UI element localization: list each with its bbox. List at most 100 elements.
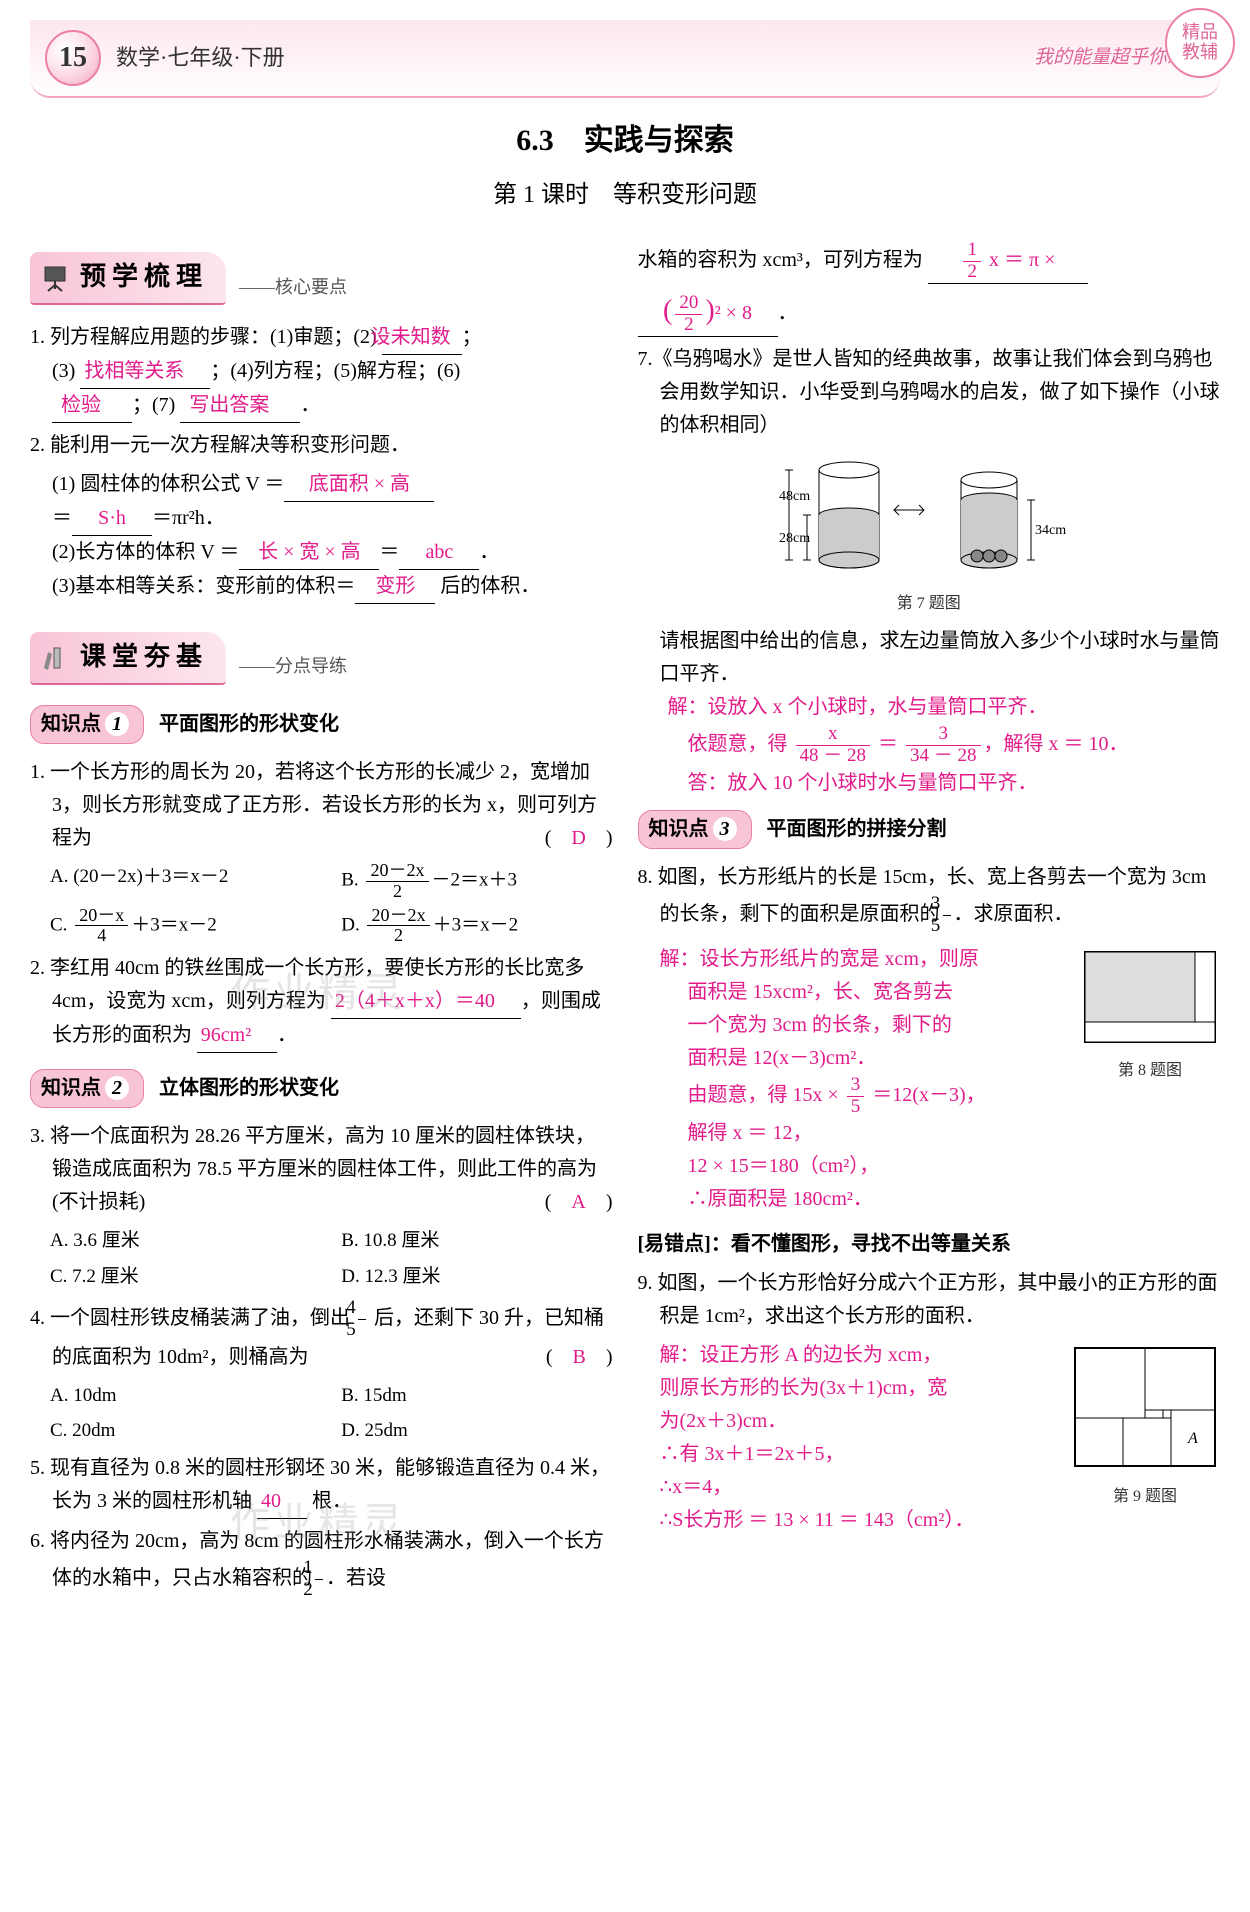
- section-banner-preview: 预学梳理 ——核心要点: [30, 240, 613, 315]
- badge-line2: 教辅: [1182, 43, 1218, 63]
- q1-optC: C. 20－x4＋3＝x－2: [50, 906, 321, 947]
- q3-answer-paren: ( A ): [567, 1186, 613, 1219]
- page-number-badge: 15: [45, 30, 101, 86]
- q3-optA: A. 3.6 厘米: [50, 1225, 321, 1256]
- q4-answer: B: [572, 1346, 585, 1368]
- page-root: 精品 教辅 15 数学·七年级·下册 我的能量超乎你想象 6.3 实践与探索 第…: [0, 0, 1250, 1637]
- top-right-badge: 精品 教辅: [1165, 8, 1235, 78]
- kp-label: 知识点: [41, 713, 101, 735]
- q4-optB: B. 15dm: [341, 1380, 612, 1411]
- text: ，解得 x ＝ 10．: [984, 733, 1129, 755]
- six-square-diagram-icon: A: [1070, 1343, 1220, 1473]
- q9: 9. 如图，一个长方形恰好分成六个正方形，其中最小的正方形的面积是 1cm²，求…: [638, 1267, 1221, 1333]
- text: (2)长方体的体积 V ＝: [52, 541, 239, 563]
- q1-optB: B. 20－2x2－2＝x＋3: [341, 861, 612, 902]
- den: 5: [943, 916, 951, 937]
- text: 后的体积．: [435, 575, 540, 597]
- num: 1: [315, 1558, 323, 1580]
- text: C.: [50, 914, 72, 935]
- num: 1: [963, 240, 981, 262]
- pencil-ruler-icon: [38, 640, 72, 674]
- q1: 1. 一个长方形的周长为 20，若将这个长方形的长减少 2，宽增加 3，则长方形…: [30, 756, 613, 855]
- fig8-caption: 第 8 题图: [1080, 1058, 1220, 1084]
- text: ；(7): [132, 394, 180, 416]
- chapter-title: 6.3 实践与探索: [30, 116, 1220, 166]
- answer-blank: 写出答案: [180, 389, 300, 423]
- den: 34 － 28: [906, 746, 981, 767]
- q6-ans: 12 x ＝ π ×: [928, 240, 1088, 284]
- svg-text:28cm: 28cm: [779, 531, 810, 546]
- row: ＝S·h＝πr²h．: [52, 502, 613, 536]
- q4: 4. 一个圆柱形铁皮桶装满了油，倒出 45 后，还剩下 30 升，已知桶的底面积…: [30, 1298, 613, 1374]
- q7-sol1: 解：设放入 x 个小球时，水与量筒口平齐．: [646, 691, 1221, 724]
- q1-answer: D: [571, 827, 585, 849]
- den: 5: [358, 1320, 366, 1341]
- kp3-title: 平面图形的拼接分割: [767, 818, 947, 840]
- q6b: ．若设: [326, 1567, 386, 1589]
- answer-blank: S·h: [72, 502, 152, 536]
- text: ＝12(x－3)，: [867, 1084, 985, 1106]
- q3-text: 3. 将一个底面积为 28.26 平方厘米，高为 10 厘米的圆柱体铁块，锻造成…: [30, 1125, 597, 1213]
- den: 48 － 28: [796, 746, 871, 767]
- error-point-label: [易错点]：看不懂图形，寻找不出等量关系: [638, 1228, 1221, 1261]
- svg-text:48cm: 48cm: [779, 489, 810, 504]
- q7b: 请根据图中给出的信息，求左边量筒放入多少个小球时水与量筒口平齐．: [638, 625, 1221, 691]
- text: 由题意，得 15x ×: [688, 1084, 844, 1106]
- q6: 6. 将内径为 20cm，高为 8cm 的圆柱形水桶装满水，倒入一个长方体的水箱…: [30, 1525, 613, 1601]
- text: ＝πr²h．: [152, 507, 225, 529]
- num: 20－2x: [366, 861, 428, 882]
- den: 2: [675, 315, 702, 336]
- fig7-caption: 第 7 题图: [638, 591, 1221, 617]
- text: 1. 列方程解应用题的步骤：(1)审题；(2): [30, 326, 382, 348]
- q1-answer-paren: ( D ): [567, 822, 613, 855]
- num: 20: [675, 293, 702, 315]
- q8-sol8: ∴原面积是 180cm²．: [638, 1183, 1221, 1216]
- q8-sol7: 12 × 15＝180（cm²），: [638, 1150, 1221, 1183]
- answer-blank: abc: [399, 536, 479, 570]
- text: ＝: [873, 733, 903, 755]
- q2: 2. 李红用 40cm 的铁丝围成一个长方形，要使长方形的长比宽多 4cm，设宽…: [30, 952, 613, 1053]
- row: (3)基本相等关系：变形前的体积＝变形 后的体积．: [52, 570, 613, 604]
- q6-continuation: 水箱的容积为 xcm³，可列方程为 12 x ＝ π ×: [638, 240, 1221, 284]
- row: (2)长方体的体积 V ＝长 × 宽 × 高＝abc．: [52, 536, 613, 570]
- text: ．: [479, 541, 499, 563]
- answer-blank: 变形: [355, 570, 435, 604]
- num: 20－2x: [367, 906, 429, 927]
- answer-blank: 底面积 × 高: [284, 468, 434, 502]
- kp-label: 知识点: [649, 818, 709, 840]
- den: 2: [963, 262, 981, 283]
- num: 20－x: [75, 906, 128, 927]
- q4-optA: A. 10dm: [50, 1380, 321, 1411]
- q4-optD: D. 25dm: [341, 1415, 612, 1446]
- num: 3: [847, 1075, 865, 1097]
- q5-ans: 40: [257, 1485, 307, 1519]
- left-column: 预学梳理 ——核心要点 1. 列方程解应用题的步骤：(1)审题；(2) 设未知数…: [30, 240, 613, 1607]
- den: 2: [367, 926, 429, 946]
- q3-optC: C. 7.2 厘米: [50, 1261, 321, 1292]
- banner2-text: 课堂夯基: [80, 636, 208, 679]
- q2-ans1: 2（4＋x＋x）＝40: [331, 985, 521, 1019]
- q6-cont-line2: (202)² × 8 ．: [638, 288, 1221, 337]
- q1-options: A. (20－2x)＋3＝x－2 B. 20－2x2－2＝x＋3 C. 20－x…: [50, 861, 613, 946]
- text: ；: [462, 326, 482, 348]
- den: 2: [315, 1580, 323, 1601]
- kp-badge-3: 知识点3: [638, 810, 752, 849]
- text: x ＝ π ×: [984, 249, 1055, 271]
- page-header: 15 数学·七年级·下册 我的能量超乎你想象: [30, 20, 1220, 98]
- q5: 5. 现有直径为 0.8 米的圆柱形钢坯 30 米，能够锻造直径为 0.4 米，…: [30, 1452, 613, 1519]
- text: ＝: [379, 541, 399, 563]
- text: ＋3＝x－2: [433, 914, 519, 935]
- num: 3: [906, 724, 981, 746]
- lesson-title: 第 1 课时 等积变形问题: [30, 176, 1220, 216]
- text: ．: [277, 1024, 297, 1046]
- banner1-sub: ——核心要点: [239, 277, 347, 297]
- q4-options: A. 10dm B. 15dm C. 20dm D. 25dm: [50, 1380, 613, 1447]
- kp1-title: 平面图形的形状变化: [159, 713, 339, 735]
- banner2-sub: ——分点导练: [239, 656, 347, 676]
- fig8: 第 8 题图: [1080, 947, 1220, 1084]
- pre-q1: 1. 列方程解应用题的步骤：(1)审题；(2) 设未知数； (3) 找相等关系；…: [30, 321, 613, 423]
- content-columns: 预学梳理 ——核心要点 1. 列方程解应用题的步骤：(1)审题；(2) 设未知数…: [30, 240, 1220, 1607]
- text: D.: [341, 914, 364, 935]
- text: ．: [300, 394, 320, 416]
- num: 3: [943, 894, 951, 916]
